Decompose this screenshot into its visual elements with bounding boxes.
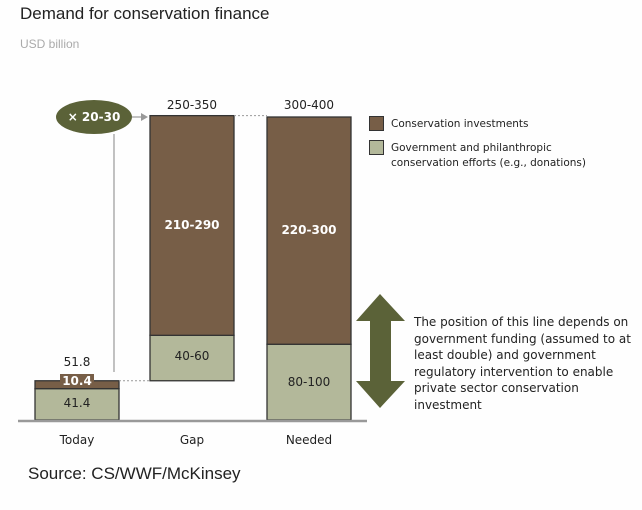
chart-title: Demand for conservation finance [20,4,270,23]
value-label-needed-government: 80-100 [287,375,331,389]
value-label-today-government: 41.4 [63,396,91,410]
value-label-gap-investments: 210-290 [164,218,220,232]
double-arrow-icon [356,294,405,408]
total-label-today: 51.8 [63,355,91,369]
annotation-text: The position of this line depends on gov… [414,315,631,412]
bar-today-government [34,387,120,421]
value-label-gap-government: 40-60 [174,349,210,363]
category-label-needed: Needed [285,433,333,447]
bar-gap-investments [149,114,235,336]
legend-swatch-investments [369,116,384,131]
multiplier-badge: × 20-30 [56,100,132,134]
total-label-gap: 250-350 [166,98,218,112]
legend-swatch-government [369,140,384,155]
category-label-gap: Gap [179,433,205,447]
multiplier-arrow-head [141,113,148,121]
value-label-today-investments: 10.4 [60,374,94,388]
bar-needed-investments [266,116,352,345]
source-note: Source: CS/WWF/McKinsey [28,464,241,483]
chart-subtitle: USD billion [20,37,80,51]
bar-gap-government [149,334,235,382]
legend-label-government: Government and philanthropic conservatio… [391,142,586,169]
value-label-needed-investments: 220-300 [281,223,337,237]
category-label-today: Today [59,433,95,447]
total-label-needed: 300-400 [283,98,335,112]
legend-label-investments: Conservation investments [391,118,529,130]
